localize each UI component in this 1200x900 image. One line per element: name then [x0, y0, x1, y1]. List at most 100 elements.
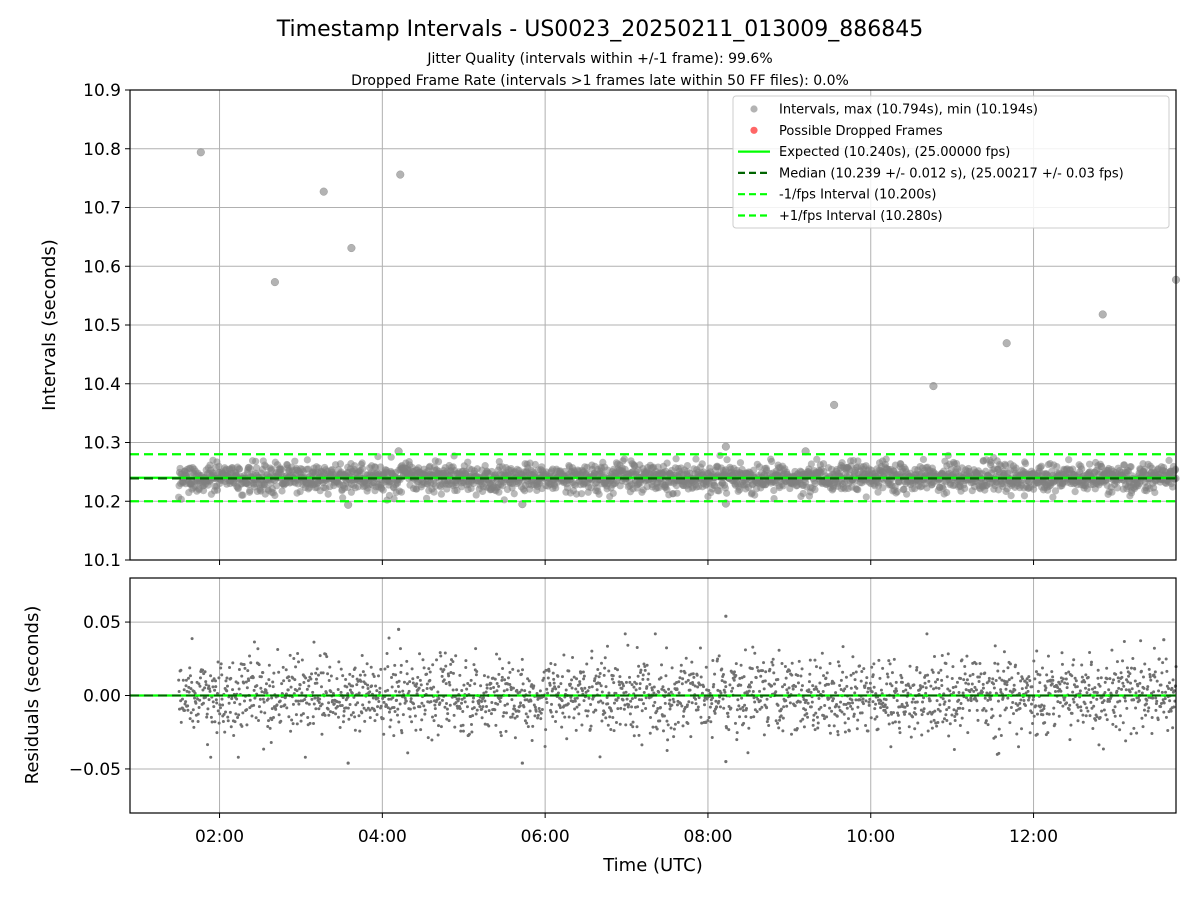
- residual-point: [484, 690, 488, 694]
- residual-point: [405, 659, 409, 663]
- residual-point: [361, 670, 365, 674]
- residual-point: [208, 689, 212, 693]
- residual-point: [1008, 721, 1012, 725]
- residual-point: [552, 677, 556, 681]
- residual-point: [1002, 650, 1006, 654]
- residual-point: [425, 687, 429, 691]
- residual-point: [401, 713, 405, 717]
- residual-point: [234, 712, 238, 716]
- residual-point: [624, 723, 628, 727]
- residual-point: [551, 671, 555, 675]
- residual-point: [357, 691, 361, 695]
- residual-point: [720, 667, 724, 671]
- residual-point: [735, 708, 739, 712]
- residual-point: [1155, 679, 1159, 683]
- interval-point: [379, 486, 387, 494]
- residual-point: [370, 684, 374, 688]
- residuals-points: [177, 614, 1178, 765]
- residual-point: [236, 755, 240, 759]
- residual-point: [1064, 677, 1068, 681]
- residual-point: [573, 707, 577, 711]
- residual-point: [879, 688, 883, 692]
- residual-point: [615, 698, 619, 702]
- residual-point: [184, 700, 188, 704]
- residual-point: [249, 661, 253, 665]
- residual-point: [777, 648, 781, 652]
- residual-point: [762, 733, 766, 737]
- residual-point: [345, 685, 349, 689]
- residual-point: [477, 698, 481, 702]
- residual-point: [186, 704, 190, 708]
- residual-point: [511, 712, 515, 716]
- residual-point: [1164, 715, 1168, 719]
- residual-point: [1165, 669, 1169, 673]
- residual-point: [670, 666, 674, 670]
- intervals-reference-lines: [130, 453, 1176, 503]
- residual-point: [732, 670, 736, 674]
- residual-point: [702, 698, 706, 702]
- residual-point: [1153, 670, 1157, 674]
- interval-point: [390, 495, 398, 503]
- residuals-y-ticks: 0.050.00−0.05: [69, 613, 130, 780]
- residual-point: [713, 711, 717, 715]
- residual-point: [817, 696, 821, 700]
- residual-point: [327, 713, 331, 717]
- residual-point: [372, 674, 376, 678]
- residual-point: [832, 681, 836, 685]
- residual-point: [523, 719, 527, 723]
- x-tick-label: 04:00: [358, 827, 407, 847]
- residual-point: [197, 682, 201, 686]
- residual-point: [598, 671, 602, 675]
- residual-point: [1093, 686, 1097, 690]
- residual-point: [894, 680, 898, 684]
- residual-point: [294, 665, 298, 669]
- residual-point: [807, 680, 811, 684]
- residual-point: [223, 730, 227, 734]
- residual-point: [657, 690, 661, 694]
- residual-point: [603, 666, 607, 670]
- residual-point: [952, 691, 956, 695]
- residual-point: [190, 680, 194, 684]
- residual-point: [1071, 663, 1075, 667]
- residual-point: [1009, 706, 1013, 710]
- residual-point: [302, 681, 306, 685]
- residual-point: [393, 663, 397, 667]
- residual-point: [574, 687, 578, 691]
- residual-point: [348, 688, 352, 692]
- residual-point: [805, 712, 809, 716]
- residual-point: [834, 691, 838, 695]
- residual-point: [918, 671, 922, 675]
- residual-point: [402, 680, 406, 684]
- residual-point: [525, 721, 529, 725]
- residual-point: [962, 678, 966, 682]
- residual-point: [840, 710, 844, 714]
- residual-point: [951, 665, 955, 669]
- residual-point: [331, 710, 335, 714]
- residual-point: [194, 701, 198, 705]
- residual-point: [905, 701, 909, 705]
- residual-point: [992, 682, 996, 686]
- residual-point: [1159, 705, 1163, 709]
- residual-point: [968, 674, 972, 678]
- residual-point: [864, 699, 868, 703]
- residual-point: [589, 724, 593, 728]
- residual-point: [216, 709, 220, 713]
- residual-point: [732, 678, 736, 682]
- residual-point: [1002, 669, 1006, 673]
- residual-point: [696, 685, 700, 689]
- residual-point: [747, 726, 751, 730]
- residual-point: [610, 677, 614, 681]
- residual-point: [867, 700, 871, 704]
- residual-point: [976, 718, 980, 722]
- residual-point: [1155, 699, 1159, 703]
- residual-point: [951, 686, 955, 690]
- residual-point: [1147, 667, 1151, 671]
- residual-point: [387, 697, 391, 701]
- residual-point: [433, 707, 437, 711]
- residual-point: [1064, 671, 1068, 675]
- residual-point: [612, 729, 616, 733]
- residual-point: [344, 706, 348, 710]
- residual-point: [521, 668, 525, 672]
- interval-point: [768, 457, 776, 466]
- residual-point: [226, 719, 230, 723]
